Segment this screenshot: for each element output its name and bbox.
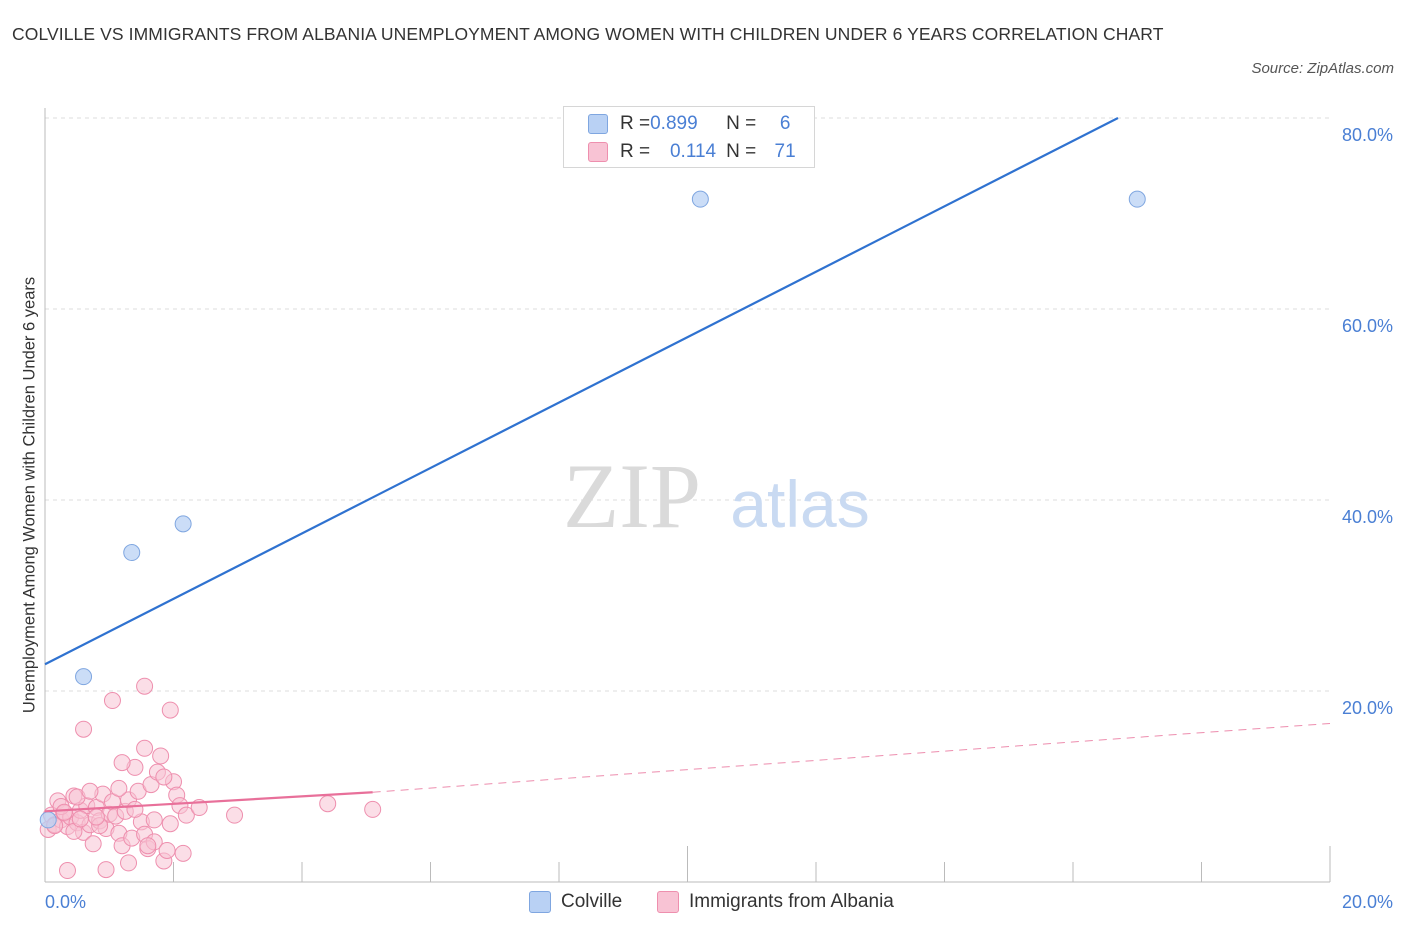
bottom-legend-colville: Colville — [529, 890, 622, 914]
colville-point — [174, 515, 192, 533]
y-tick-label: 40.0% — [1342, 507, 1393, 527]
y-tick-label: 80.0% — [1342, 125, 1393, 145]
albania-point — [158, 841, 176, 859]
albania-point — [97, 861, 115, 879]
colville-point — [691, 190, 709, 208]
albania-trend-extension — [372, 722, 1331, 793]
albania-point — [161, 701, 179, 719]
albania-point — [155, 768, 173, 786]
axes — [44, 108, 1331, 883]
albania-point — [177, 806, 195, 824]
bottom-legend-label-colville: Colville — [561, 891, 623, 912]
watermark-atlas: atlas — [730, 467, 869, 541]
x-tick-label: 20.0% — [1342, 892, 1393, 912]
albania-point — [87, 808, 105, 826]
y-tick-label: 60.0% — [1342, 316, 1393, 336]
legend-r-label: R = — [620, 113, 651, 134]
legend-r-value: 0.114 — [669, 141, 717, 162]
albania-point — [110, 779, 128, 797]
colville-point — [1128, 190, 1146, 208]
colville-points — [39, 190, 1146, 829]
albania-point — [152, 747, 170, 765]
legend-row-colville: R = 0.899 N = 6 — [588, 112, 800, 136]
albania-point — [136, 739, 154, 757]
colville-point — [75, 668, 93, 686]
albania-point — [81, 782, 99, 800]
albania-point — [84, 835, 102, 853]
bottom-legend-swatch-albania — [657, 891, 679, 913]
y-tick-label: 20.0% — [1342, 698, 1393, 718]
albania-point — [226, 806, 244, 824]
legend-swatch-albania — [588, 142, 608, 162]
albania-trend-line — [44, 791, 373, 813]
tick-labels: 20.0% 40.0% 60.0% 80.0% 0.0% 20.0% — [45, 125, 1393, 912]
albania-point — [120, 854, 138, 872]
albania-point — [58, 862, 76, 880]
legend-n-label: N = — [726, 113, 757, 134]
albania-point — [139, 837, 157, 855]
legend-swatch-colville — [588, 114, 608, 134]
legend-n-label: N = — [726, 141, 757, 162]
albania-point — [126, 800, 144, 818]
albania-point — [75, 720, 93, 738]
albania-point — [71, 810, 89, 828]
albania-point — [319, 795, 337, 813]
legend-n-value: 71 — [774, 141, 796, 162]
trend-lines — [44, 117, 1331, 813]
colville-point — [123, 544, 141, 562]
albania-point — [136, 677, 154, 695]
albania-point — [364, 800, 382, 818]
bottom-legend-albania: Immigrants from Albania — [657, 890, 894, 914]
bottom-legend-label-albania: Immigrants from Albania — [689, 891, 894, 912]
albania-point — [174, 844, 192, 862]
albania-point — [145, 811, 163, 829]
albania-point — [55, 803, 73, 821]
legend-row-albania: R = 0.114 N = 71 — [588, 140, 800, 164]
albania-point — [103, 692, 121, 710]
legend-n-value: 6 — [779, 113, 791, 134]
albania-point — [161, 815, 179, 833]
chart-title: COLVILLE VS IMMIGRANTS FROM ALBANIA UNEM… — [12, 24, 1164, 44]
legend-r-label: R = — [620, 141, 651, 162]
colville-trend-line — [44, 117, 1119, 666]
albania-points — [39, 677, 382, 880]
bottom-legend-swatch-colville — [529, 891, 551, 913]
legend-r-value: 0.899 — [650, 113, 698, 134]
colville-point — [39, 811, 57, 829]
watermark-zip: ZIP — [563, 445, 701, 547]
legend: R = 0.899 N = 6 R = 0.114 N = 71 — [563, 106, 815, 168]
albania-point — [113, 754, 131, 772]
x-tick-label: 0.0% — [45, 892, 86, 912]
source-label: Source: ZipAtlas.com — [1251, 60, 1394, 77]
